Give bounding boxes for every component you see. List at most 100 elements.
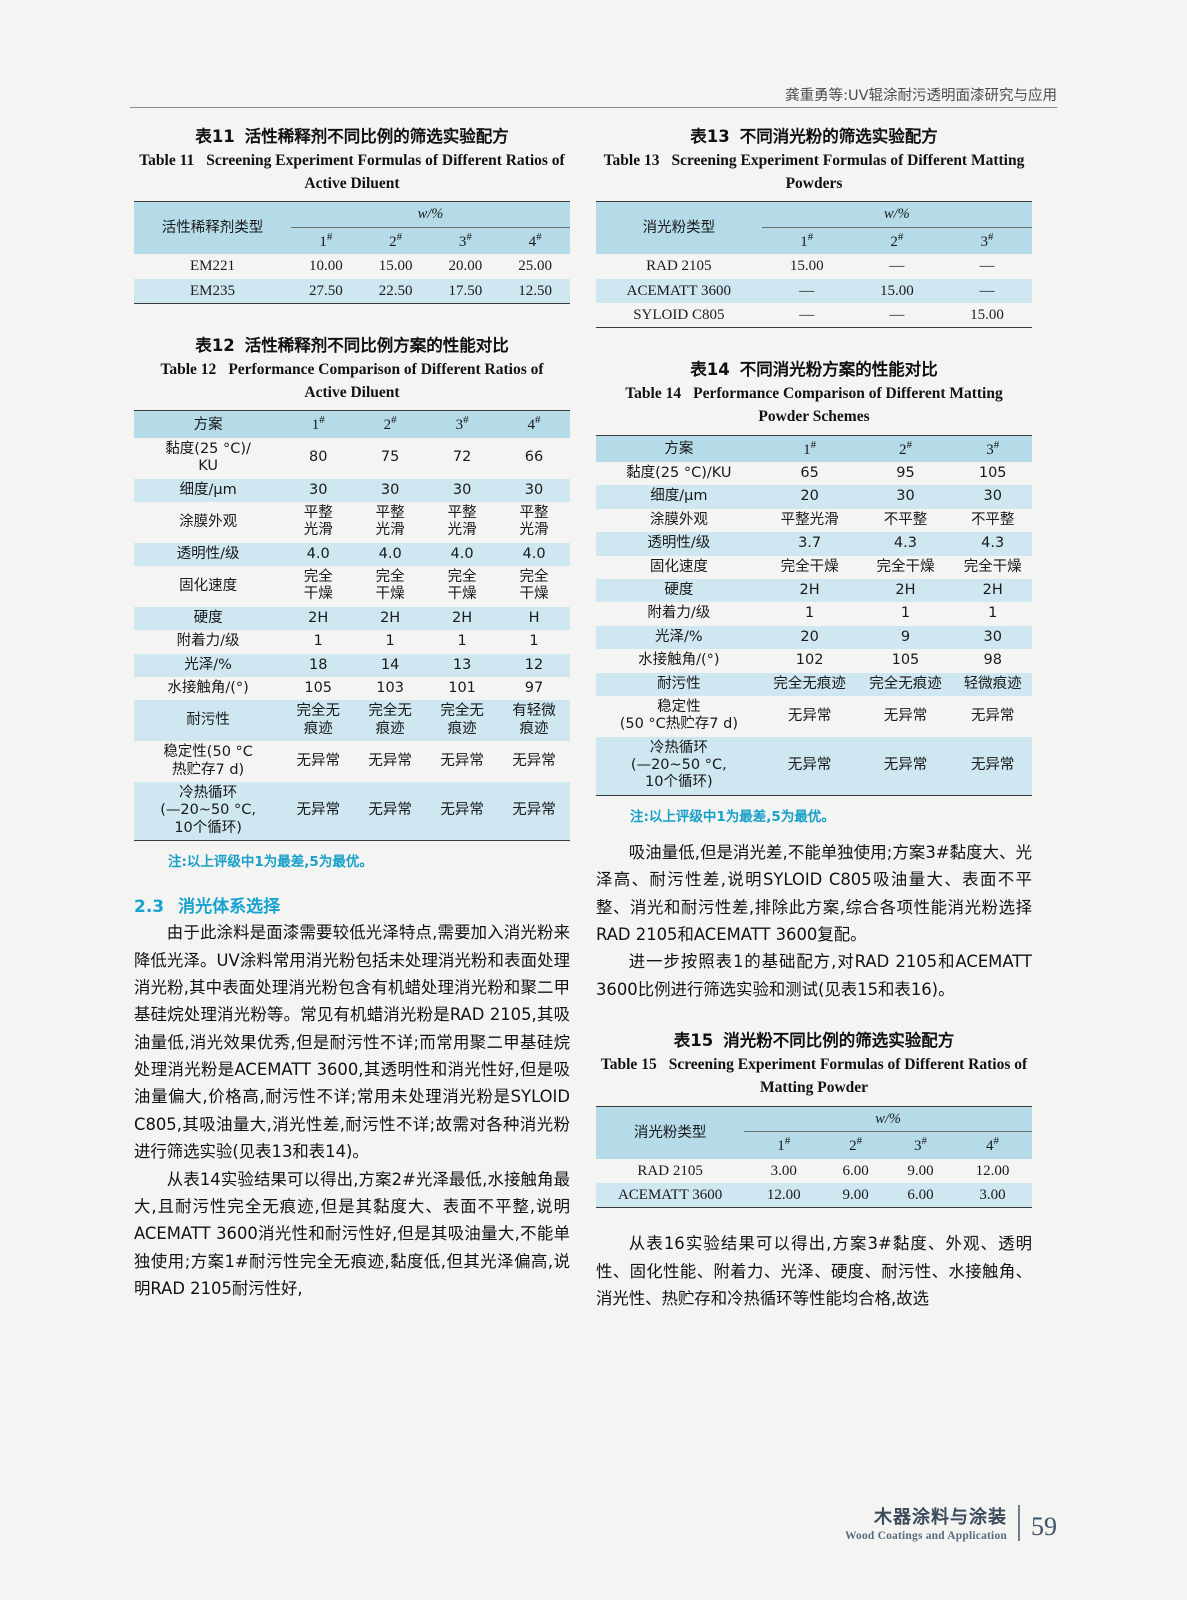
table13-r1-c0: — (799, 282, 815, 299)
table12-caption: 表12 活性稀释剂不同比例方案的性能对比 Table 12 Performance … (134, 334, 570, 404)
table12-r4-c2: 完全 干燥 (447, 569, 477, 603)
table14-r9-c0: 完全无痕迹 (773, 675, 846, 692)
table-row: 附着力/级 1 1 1 (596, 602, 1032, 625)
table14-r3-label: 透明性/级 (647, 535, 711, 552)
table14-r5-label: 硬度 (664, 581, 694, 598)
table11-caption: 表11 活性稀释剂不同比例的筛选实验配方 Table 11 Screening Ex… (134, 125, 570, 195)
table14-r10-c0: 无异常 (787, 707, 832, 724)
right-paragraph-2: 进一步按照表1的基础配方,对RAD 2105和ACEMATT 3600比例进行筛… (596, 952, 1032, 999)
table-row: 透明性/级 4.0 4.0 4.0 4.0 (134, 542, 570, 567)
table14-r11-c2: 无异常 (953, 736, 1032, 796)
table14-r11-c0: 无异常 (761, 736, 858, 796)
table12-r9-c0: 完全无 痕迹 (296, 703, 340, 737)
table14-r4-c1: 完全干燥 (876, 558, 935, 575)
table14-col-3: 3# (953, 434, 1032, 463)
table11-header-row-1: 活性稀释剂类型 w/% (134, 201, 570, 255)
table12-r6-c3: 1 (529, 633, 539, 650)
table15-r0-label: RAD 2105 (637, 1162, 703, 1179)
table14-r3-c2: 4.3 (981, 535, 1005, 552)
table15-caption-cn-title: 消光粉不同比例的筛选实验配方 (723, 1031, 955, 1051)
table14-r10-c1: 无异常 (883, 707, 928, 724)
table15-header-row-1: 消光粉类型 w/% (596, 1105, 1032, 1159)
table12-r0-c3: 66 (524, 449, 544, 466)
table-row: 稳定性 (50 °C热贮存7 d) 无异常 无异常 无异常 (596, 696, 1032, 737)
table12-row-header: 方案 (134, 410, 283, 438)
table14-note: 注:以上评级中1为最差,5为最优。 (630, 808, 835, 825)
table12-col-2: 2# (354, 410, 427, 438)
table14-r2-label: 涂膜外观 (649, 511, 708, 528)
table15-col-1: 1# (744, 1131, 824, 1159)
journal-name-cn: 木器涂料与涂装 (874, 1507, 1007, 1529)
journal-name: 木器涂料与涂装 Wood Coatings and Application (844, 1507, 1007, 1542)
table12-r11-c2: 无异常 (426, 781, 499, 842)
table-row: 涂膜外观 平整光滑 不平整 不平整 (596, 509, 1032, 532)
table14-r0-c0: 65 (800, 465, 819, 482)
table11-caption-en-number: Table 11 (139, 151, 195, 169)
table12-r10-c3: 无异常 (512, 752, 556, 769)
table14-r9-c1: 完全无痕迹 (869, 675, 942, 692)
table12-r8-c0: 105 (304, 680, 333, 697)
table12-r1-c2: 30 (452, 481, 472, 498)
left-column: 表11 活性稀释剂不同比例的筛选实验配方 Table 11 Screening Ex… (134, 125, 570, 1303)
table11-caption-cn-title: 活性稀释剂不同比例的筛选实验配方 (244, 127, 509, 146)
table14-r11-c1: 无异常 (857, 736, 954, 796)
table12-r5-c1: 2H (380, 609, 401, 626)
table14-r7-label: 光泽/% (655, 628, 703, 645)
table12-r7-c0: 18 (308, 656, 328, 673)
table-row: 光泽/% 18 14 13 12 (134, 653, 570, 678)
table12-r6-c0: 1 (313, 633, 323, 650)
table11-caption-en-title: Screening Experiment Formulas of Differe… (206, 151, 565, 193)
table14-header-row: 方案 1# 2# 3# (596, 434, 1032, 463)
table14-r0-c2: 105 (978, 465, 1007, 482)
table12-r2-c1: 平整 光滑 (375, 504, 405, 539)
table12-r7-c2: 13 (452, 656, 472, 673)
table14-caption: 表14 不同消光粉方案的性能对比 Table 14 Performance Comp… (596, 358, 1032, 428)
table14: 方案 1# 2# 3# 黏度(25 °C)/KU 65 95 105 细度/μm 20 30… (596, 434, 1032, 796)
table12-r10-label: 稳定性(50 °C 热贮存7 d) (163, 744, 253, 778)
table15-col-3: 3# (888, 1131, 953, 1159)
table-row: 黏度(25 °C)/KU 80 75 72 66 (134, 438, 570, 479)
table12-r10-c1: 无异常 (368, 752, 412, 769)
table13-caption-en-number: Table 13 (603, 151, 660, 169)
journal-name-en: Wood Coatings and Application (844, 1529, 1007, 1542)
table13-r2-c0: — (761, 303, 852, 329)
table14-caption-en-number: Table 14 (625, 385, 682, 403)
table12-r5-c3: H (528, 609, 540, 626)
table15-caption: 表15 消光粉不同比例的筛选实验配方 Table 15 Screening Expe… (596, 1029, 1032, 1099)
table15-r0-c2: 9.00 (907, 1162, 934, 1179)
table14-r3-c1: 4.3 (893, 535, 917, 552)
table13-col-3: 3# (941, 227, 1032, 255)
section-number: 2.3 (134, 897, 165, 918)
table14-r1-label: 细度/μm (650, 488, 708, 505)
table14-r10-c2: 无异常 (970, 707, 1015, 724)
table13-header-row-1: 消光粉类型 w/% (596, 201, 1032, 255)
running-head-rule (130, 107, 1057, 108)
table-row: 细度/μm 30 30 30 30 (134, 478, 570, 502)
table-row: 水接触角/(°) 102 105 98 (596, 649, 1032, 672)
table14-caption-cn-title: 不同消光粉方案的性能对比 (739, 360, 938, 380)
table12-r11-label: 冷热循环 (—20~50 °C, 10个循环) (134, 781, 283, 842)
table15: 消光粉类型 w/% 1# 2# 3# 4# RAD 2105 3.00 6.00… (596, 1105, 1032, 1209)
table11-col-4: 4# (500, 227, 570, 255)
table11-header-row-2: 1# 2# 3# 4# (134, 227, 570, 255)
table14-r2-c0: 平整光滑 (780, 511, 839, 528)
left-paragraph-1: 由于此涂料是面漆需要较低光泽特点,需要加入消光粉来降低光泽。UV涂料常用消光粉包… (134, 923, 570, 1162)
table15-group-header: w/% (744, 1105, 1032, 1133)
table15-r1-c2: 6.00 (888, 1182, 953, 1209)
table-row: 冷热循环 (—20~50 °C, 10个循环) 无异常 无异常 无异常 无异常 (134, 781, 570, 842)
table11-r1-c3: 12.50 (500, 278, 570, 304)
table13: 消光粉类型 w/% 1# 2# 3# RAD 2105 15.00 — — AC… (596, 201, 1032, 329)
table14-r9-c2: 轻微痕迹 (963, 675, 1022, 692)
table12-r1-c0: 30 (308, 481, 328, 498)
right-paragraph-3: 从表16实验结果可以得出,方案3#黏度、外观、透明性、固化性能、附着力、光泽、硬… (596, 1234, 1032, 1308)
table12-r6-label: 附着力/级 (176, 633, 240, 650)
table-row: 硬度 2H 2H 2H H (134, 606, 570, 631)
table-row: 黏度(25 °C)/KU 65 95 105 (596, 462, 1032, 485)
table12-caption-cn-title: 活性稀释剂不同比例方案的性能对比 (244, 336, 509, 355)
page-footer: 木器涂料与涂装 Wood Coatings and Application 59 (845, 1505, 1057, 1542)
table-row: 涂膜外观 平整 光滑 平整 光滑 平整 光滑 平整 光滑 (134, 502, 570, 543)
table13-r2-c2: 15.00 (941, 303, 1032, 329)
table13-row-header: 消光粉类型 (596, 201, 762, 255)
table12-r9-c3: 有轻微 痕迹 (512, 703, 556, 737)
table15-caption-en-number: Table 15 (600, 1056, 657, 1074)
